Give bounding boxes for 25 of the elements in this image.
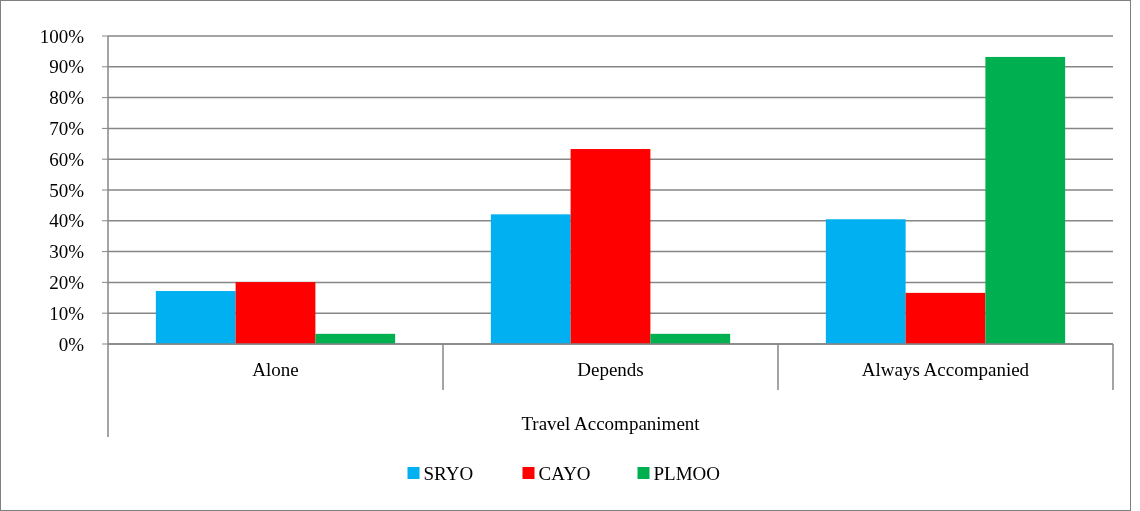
y-tick-label: 80% — [49, 87, 85, 109]
bar — [985, 56, 1066, 344]
y-tick-label: 30% — [49, 241, 85, 263]
y-tick-label: 90% — [49, 56, 85, 78]
y-tick-label: 0% — [58, 333, 85, 355]
y-tick-label: 40% — [49, 210, 85, 232]
x-axis-title: Travel Accompaniment — [521, 413, 701, 434]
x-tick-label: Depends — [577, 359, 644, 380]
bar — [570, 149, 651, 344]
bar — [905, 292, 986, 344]
y-tick-label: 100% — [39, 25, 85, 47]
y-tick-label: 20% — [49, 272, 85, 294]
bar — [825, 219, 906, 344]
x-tick-label: Alone — [252, 359, 299, 380]
y-tick-label: 10% — [49, 302, 85, 324]
y-tick-label: 60% — [49, 148, 85, 170]
bar — [155, 291, 236, 344]
bar — [235, 282, 316, 344]
y-tick-label: 70% — [49, 118, 85, 140]
legend-label: SRYO — [423, 463, 474, 484]
x-tick-label: Always Accompanied — [861, 359, 1030, 380]
y-tick-label: 50% — [49, 179, 85, 201]
legend-label: CAYO — [538, 463, 591, 484]
legend-label: PLMOO — [653, 463, 721, 484]
bar — [490, 214, 571, 344]
